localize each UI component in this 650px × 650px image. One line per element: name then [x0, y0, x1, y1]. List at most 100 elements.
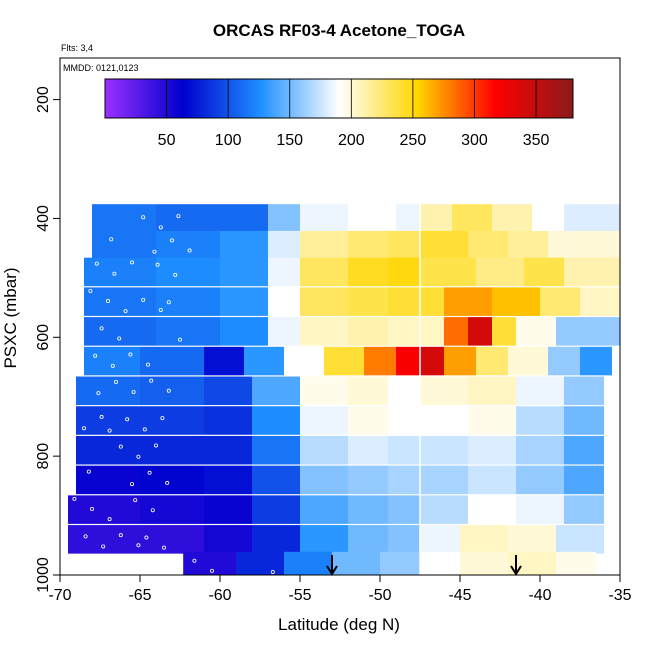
- sample-marker: [144, 150, 149, 155]
- heat-cell: [220, 204, 268, 233]
- heat-cell: [564, 204, 620, 233]
- heat-cell: [516, 495, 564, 524]
- heat-cell: [460, 525, 508, 554]
- y-axis-label: PSXC (mbar): [1, 267, 20, 368]
- heat-cell: [564, 495, 604, 524]
- heat-cell: [252, 376, 300, 406]
- heat-cell: [564, 435, 604, 465]
- y-axis: 200 400 600 800 1000: [35, 86, 60, 593]
- heat-cell: [468, 406, 516, 435]
- y-tick-label: 200: [35, 86, 52, 113]
- x-tick-label: -65: [128, 587, 151, 604]
- heat-cell: [348, 257, 388, 287]
- heat-cell: [444, 346, 476, 376]
- sample-marker: [190, 186, 195, 191]
- heat-cell: [508, 525, 556, 554]
- heat-cell: [268, 287, 300, 316]
- heatmap-cells: [68, 204, 620, 575]
- heat-cell: [300, 406, 348, 435]
- heat-cell: [388, 376, 420, 406]
- chart-title: ORCAS RF03-4 Acetone_TOGA: [213, 21, 465, 40]
- sample-marker: [99, 414, 104, 419]
- heat-cell: [84, 257, 156, 287]
- heat-cell: [388, 525, 420, 554]
- heat-cell: [476, 346, 508, 376]
- heat-cell: [516, 376, 564, 406]
- heat-cell: [548, 346, 580, 376]
- sample-marker: [160, 416, 165, 421]
- heat-cell: [420, 495, 468, 524]
- sample-marker: [177, 337, 182, 342]
- sample-marker: [129, 260, 134, 265]
- heat-cell: [300, 465, 348, 495]
- heat-cell: [220, 257, 268, 287]
- sample-marker: [197, 159, 202, 164]
- colorbar: 50 100 150 200 250 300 350: [104, 78, 574, 149]
- heat-cell: [156, 257, 220, 287]
- x-tick-label: -70: [48, 587, 71, 604]
- heat-cell: [300, 525, 348, 554]
- heat-cell: [156, 287, 220, 316]
- heat-cell: [252, 465, 300, 495]
- heat-cell: [68, 495, 140, 524]
- heat-cell: [396, 204, 420, 233]
- y-tick-label: 800: [35, 443, 52, 470]
- sample-marker: [209, 568, 214, 573]
- heat-cell: [468, 465, 516, 495]
- sample-marker: [166, 388, 171, 393]
- sample-marker: [133, 498, 138, 503]
- x-tick-label: -45: [448, 587, 471, 604]
- heat-cell: [300, 495, 348, 524]
- sample-marker: [82, 426, 87, 431]
- sample-marker: [101, 544, 106, 549]
- x-axis: -70 -65 -60 -55 -50 -45 -40 -35: [48, 575, 632, 604]
- sample-marker: [109, 237, 114, 242]
- heat-cell: [252, 495, 300, 524]
- heat-cell: [244, 346, 284, 376]
- heat-cell: [468, 495, 516, 524]
- heat-cell: [460, 551, 508, 575]
- sample-marker: [118, 533, 123, 538]
- heat-cell: [516, 465, 564, 495]
- heat-cell: [556, 551, 596, 575]
- sample-marker: [128, 352, 133, 357]
- sample-marker: [129, 185, 134, 190]
- sample-marker: [99, 326, 104, 331]
- sample-marker: [110, 363, 115, 368]
- sample-marker: [141, 297, 146, 302]
- sample-marker: [131, 389, 136, 394]
- sample-marker: [123, 309, 128, 314]
- heat-cell: [348, 317, 388, 346]
- sample-marker: [142, 427, 147, 432]
- heat-cell: [468, 435, 516, 465]
- heat-cell: [380, 551, 420, 575]
- heat-cell: [140, 495, 204, 524]
- sample-marker: [117, 336, 122, 341]
- plot-frame: [59, 57, 621, 576]
- arrow-markers: [326, 555, 522, 576]
- sample-marker: [107, 428, 112, 433]
- heat-cell: [516, 406, 564, 435]
- heat-cell: [236, 551, 284, 575]
- sample-marker: [118, 444, 123, 449]
- heat-cell: [332, 551, 380, 575]
- sample-marker: [173, 176, 178, 181]
- heat-cell: [452, 204, 492, 233]
- heat-cell: [420, 465, 468, 495]
- sample-marker: [112, 271, 117, 276]
- heat-cell: [468, 317, 492, 346]
- heat-cell: [508, 230, 548, 260]
- colorbar-tick-label: 100: [215, 132, 242, 149]
- heat-cell: [444, 317, 468, 346]
- x-tick-label: -55: [288, 587, 311, 604]
- heat-cell: [348, 406, 388, 435]
- heat-cell: [492, 204, 532, 233]
- colorbar-tick-label: 350: [523, 132, 550, 149]
- heat-cell: [420, 317, 444, 346]
- heat-cell: [268, 257, 300, 287]
- heat-cell: [268, 317, 300, 346]
- colorbar-gradient: [104, 78, 574, 119]
- sample-marker: [141, 215, 146, 220]
- heat-cell: [284, 551, 332, 575]
- heat-cell: [476, 257, 524, 287]
